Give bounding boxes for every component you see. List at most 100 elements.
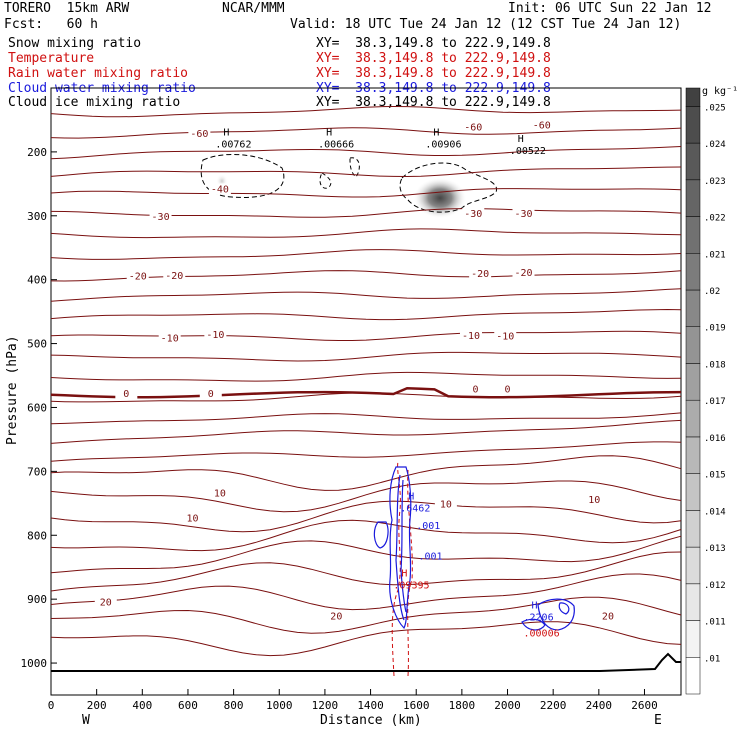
colorbar-tick-label: .022 xyxy=(704,214,726,224)
isotherm-line xyxy=(50,228,682,239)
y-tick-label: 400 xyxy=(27,274,47,287)
isotherm-line xyxy=(50,419,682,444)
isotherm-label-bg xyxy=(126,270,149,282)
model-name: TORERO 15km ARW xyxy=(4,1,130,16)
xy-cloud-ice: XY= 38.3,149.8 to 222.9,149.8 xyxy=(316,95,551,110)
colorbar-tick-label: .011 xyxy=(704,618,726,628)
isotherm-label-bg xyxy=(512,207,535,219)
isotherm-line xyxy=(50,621,682,657)
x-tick-label: 600 xyxy=(178,699,198,712)
freezing-isotherm xyxy=(50,386,682,399)
isotherm-label-bg xyxy=(204,329,227,341)
max-marker: H xyxy=(401,568,407,579)
cloud-ice-contour xyxy=(200,153,285,198)
isotherm-label-bg xyxy=(469,267,492,279)
colorbar-unit: g kg⁻¹ xyxy=(702,86,738,97)
max-value: .09395 xyxy=(393,580,429,591)
isotherm-label: 20 xyxy=(100,597,112,608)
isotherm-line xyxy=(50,573,682,611)
y-axis: 200 300 400 500 600 700 800 900 1000 xyxy=(21,146,57,670)
y-tick-label: 1000 xyxy=(21,657,48,670)
x-tick-label: 1800 xyxy=(449,699,476,712)
isotherm-label-bg xyxy=(181,512,204,524)
isotherm-label-bg xyxy=(115,387,138,399)
east-label: E xyxy=(654,713,662,728)
cloud-ice-contour xyxy=(399,162,498,213)
x-tick-label: 400 xyxy=(132,699,152,712)
x-axis: 0 200 400 600 800 1000 1200 1400 1600 1800 2000 220… xyxy=(48,689,658,712)
isotherm-label-bg xyxy=(188,127,211,139)
xy-rain: XY= 38.3,149.8 to 222.9,149.8 xyxy=(316,66,551,81)
isotherm-label-bg xyxy=(512,267,535,279)
temperature-isotherms xyxy=(50,105,682,657)
xy-temperature: XY= 38.3,149.8 to 222.9,149.8 xyxy=(316,51,551,66)
colorbar-swatch xyxy=(685,253,701,291)
isotherm-label-bg xyxy=(462,207,485,219)
colorbar-swatch xyxy=(685,289,701,327)
y-tick-label: 300 xyxy=(27,210,47,223)
isotherm-label-bg xyxy=(462,121,485,133)
max-value: .2206 xyxy=(524,612,554,623)
x-tick-label: 2200 xyxy=(540,699,567,712)
isotherm-line xyxy=(50,249,682,260)
colorbar-tick-label: .023 xyxy=(704,177,726,187)
colorbar-tick-label: .02 xyxy=(704,287,720,297)
isotherm-label: 10 xyxy=(588,495,600,506)
colorbar-tick-label: .019 xyxy=(704,324,726,334)
isotherm-label: 0 xyxy=(123,389,129,400)
max-marker: H xyxy=(326,128,332,139)
y-tick-label: 900 xyxy=(27,593,47,606)
isotherm-line xyxy=(50,270,682,282)
colorbar-swatch xyxy=(685,583,701,621)
isotherm-label-bg xyxy=(163,269,186,281)
cloud-water-contours xyxy=(373,466,575,631)
x-tick-label: 1600 xyxy=(403,699,430,712)
isotherm-label-bg xyxy=(494,330,517,342)
y-tick-label: 500 xyxy=(27,338,47,351)
isotherm-labels: -60 -60 -60 -40 -30 -30 -30 -20 -20 -20 -20 -10 -10 -… xyxy=(94,119,619,622)
cloud-ice-contour xyxy=(319,172,332,189)
isotherm-label: 10 xyxy=(440,500,452,511)
colorbar-tick-label: .015 xyxy=(704,471,726,481)
isotherm-label: 20 xyxy=(602,611,614,622)
maxima-labels: H.00762H.00666H.00906H.00522H.6462H.0939… xyxy=(215,128,559,640)
x-tick-label: 2600 xyxy=(631,699,658,712)
isotherm-line xyxy=(50,500,682,533)
y-tick-label: 800 xyxy=(27,529,47,542)
isotherm-label: 20 xyxy=(330,611,342,622)
colorbar-tick-label: .01 xyxy=(704,654,720,664)
y-tick-label: 700 xyxy=(27,465,47,478)
colorbar-swatch xyxy=(685,106,701,144)
max-marker: H xyxy=(223,128,229,139)
colorbar-swatch xyxy=(685,142,701,181)
forecast-hour: Fcst: 60 h xyxy=(4,17,98,32)
isotherm-line xyxy=(50,480,682,513)
isotherm-label: -10 xyxy=(462,331,480,342)
isotherm-label-bg xyxy=(208,487,231,499)
colorbar-swatch xyxy=(685,399,701,438)
colorbar-swatch xyxy=(685,473,701,511)
max-marker: H xyxy=(518,134,524,145)
isotherm-line xyxy=(50,519,682,552)
colorbar-swatch xyxy=(685,363,701,401)
x-tick-label: 1200 xyxy=(312,699,339,712)
x-tick-label: 0 xyxy=(48,699,55,712)
isotherm-label: -10 xyxy=(161,333,179,344)
colorbar-tick-label: .025 xyxy=(704,103,726,113)
isotherm-label-bg xyxy=(94,596,117,608)
colorbar-swatch xyxy=(685,179,701,217)
y-axis-label: Pressure (hPa) xyxy=(5,335,20,445)
x-tick-label: 200 xyxy=(87,699,107,712)
terrain-line xyxy=(51,652,681,672)
max-value: .00522 xyxy=(510,146,546,157)
isotherm-line xyxy=(50,208,682,218)
isotherm-label-bg xyxy=(464,383,487,395)
isotherm-label: 10 xyxy=(186,514,198,525)
isotherm-label-bg xyxy=(596,610,619,622)
isotherm-label: -30 xyxy=(514,209,532,220)
isotherm-label: -20 xyxy=(165,271,183,282)
colorbar-swatch xyxy=(685,216,701,254)
isotherm-line xyxy=(50,330,682,341)
isotherm-line xyxy=(50,412,682,425)
